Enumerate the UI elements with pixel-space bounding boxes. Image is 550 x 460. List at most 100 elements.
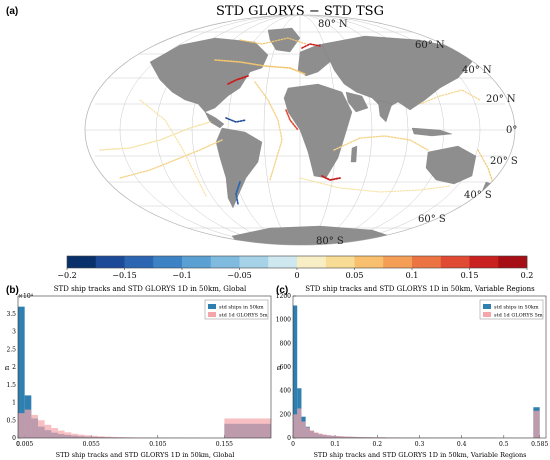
x-tick-label: 0.055 xyxy=(83,441,100,448)
lat-label-40n: 40° N xyxy=(462,65,492,76)
legend-label: std 1d GLORYS 5m xyxy=(494,313,543,319)
y-tick-label: 0 xyxy=(287,435,291,442)
histogram-bar xyxy=(111,436,118,438)
colorbar-cell xyxy=(239,256,269,268)
australia xyxy=(425,145,477,185)
histogram-bar xyxy=(97,436,105,438)
y-tick-label: 2.5 xyxy=(6,346,16,353)
colorbar-tick-label: 0.2 xyxy=(521,271,534,280)
histogram-bar xyxy=(84,435,92,438)
india xyxy=(377,99,393,123)
y-tick-label: 3.5 xyxy=(6,311,16,318)
x-tick-label: 0.585 xyxy=(531,441,548,448)
histogram-bar xyxy=(293,305,298,438)
asia xyxy=(321,35,473,111)
lat-label-80n: 80° N xyxy=(318,19,348,30)
y-tick-label: 1 xyxy=(12,400,16,407)
latitude-labels: 80° N 60° N 40° N 20° N 0° 20° S 40° S 6… xyxy=(316,19,518,247)
colorbar-tick-label: 0.05 xyxy=(346,271,364,280)
hist-global-series-glorys xyxy=(18,409,271,438)
histogram-bar xyxy=(318,433,323,438)
histogram-bar xyxy=(326,435,331,438)
histogram-bar xyxy=(104,436,112,438)
colorbar-cell xyxy=(383,256,413,268)
histogram-bar xyxy=(335,435,340,438)
track-pacific-2 xyxy=(119,139,223,179)
y-tick-label: 1200 xyxy=(276,293,291,300)
legend-frame xyxy=(204,299,269,320)
histogram-bar xyxy=(368,437,374,438)
colorbar-cell xyxy=(124,256,154,268)
histogram-bar xyxy=(297,408,302,438)
y-tick-label: 2 xyxy=(12,364,16,371)
histogram-bar xyxy=(377,437,386,438)
x-tick-label: 0.3 xyxy=(415,441,425,448)
histogram-bar xyxy=(64,432,72,438)
colorbar-tick-label: 0.15 xyxy=(461,271,479,280)
histogram-bar xyxy=(356,436,361,438)
histogram-bar xyxy=(301,421,306,438)
x-tick-label: 0 xyxy=(16,441,20,448)
x-tick-label: 0.4 xyxy=(457,441,467,448)
track-north-atlantic xyxy=(214,59,306,75)
panel-label-a: (a) xyxy=(6,6,18,17)
histogram-bar xyxy=(224,418,271,438)
hist-global-axes-box xyxy=(17,295,272,439)
hist-variable-series-ships xyxy=(293,305,540,438)
map-title: STD GLORYS − STD TSG xyxy=(216,4,384,19)
legend-label: std ships in 50km xyxy=(494,305,539,311)
histogram-bar xyxy=(57,430,65,438)
panel-label-c: (c) xyxy=(276,285,288,296)
track-pacific-3 xyxy=(139,99,207,197)
central-america xyxy=(204,111,225,129)
y-tick-label: 3 xyxy=(12,329,16,336)
colorbar-tick-label: −0.15 xyxy=(112,271,137,280)
track-agulhas xyxy=(321,175,341,181)
x-tick-label: 0.2 xyxy=(373,441,383,448)
histogram-bar xyxy=(322,434,327,438)
y-tick-label: 0.5 xyxy=(6,417,16,424)
track-southern xyxy=(299,177,451,193)
colorbar-tick-label: −0.05 xyxy=(227,271,252,280)
x-tick-label: 0.155 xyxy=(216,441,233,448)
greenland xyxy=(267,27,301,53)
legend-swatch xyxy=(208,304,216,309)
colorbar-cell xyxy=(412,256,442,268)
hist-global-series-ships xyxy=(18,306,271,438)
histogram-bar xyxy=(360,437,365,438)
hist-variable-ylabel: n xyxy=(275,365,283,370)
arabia xyxy=(345,91,369,113)
x-tick-label: 0.005 xyxy=(16,441,33,448)
lat-label-60n: 60° N xyxy=(415,40,445,51)
colorbar-cell xyxy=(153,256,183,268)
histogram-bar xyxy=(124,437,132,438)
histogram-bar xyxy=(343,436,348,438)
y-tick-label: 400 xyxy=(280,388,292,395)
panel-label-b: (b) xyxy=(6,285,19,296)
histogram-bar xyxy=(339,436,344,438)
histogram-bar xyxy=(314,432,319,438)
track-indian xyxy=(333,135,429,151)
histogram-bar xyxy=(352,436,357,438)
track-arctic xyxy=(239,37,307,45)
colorbar-cell xyxy=(440,256,470,268)
hist-global-ticks: 0 0.5 1 1.5 2 2.5 3 3.5 00.005 0.055 0.105 0.155 xyxy=(6,311,233,448)
track-east-asia xyxy=(419,89,481,105)
histogram-bar xyxy=(71,433,78,438)
lat-label-80s: 80° S xyxy=(316,236,344,247)
hist-variable-legend: std ships in 50km std 1d GLORYS 5m xyxy=(479,299,544,320)
colorbar-cell xyxy=(469,256,499,268)
lat-label-eq: 0° xyxy=(506,125,517,136)
histogram-bar xyxy=(293,414,298,438)
colorbar-cell xyxy=(95,256,125,268)
histogram-bar xyxy=(330,435,336,438)
hist-global-legend: std ships in 50km std 1d GLORYS 5m xyxy=(204,299,269,320)
ship-tracks xyxy=(99,37,495,205)
hist-global-y-exponent: ×10⁴ xyxy=(18,293,34,300)
north-america xyxy=(149,37,269,113)
track-gulf-stream xyxy=(227,75,249,85)
legend-label: std 1d GLORYS 5m xyxy=(219,313,268,319)
colorbar-cell xyxy=(498,256,528,268)
hist-global-xlabel: STD ship tracks and STD GLORYS 1D in 50k… xyxy=(56,451,235,459)
hist-variable-title: STD ship tracks and STD GLORYS 1D in 50k… xyxy=(305,285,535,293)
